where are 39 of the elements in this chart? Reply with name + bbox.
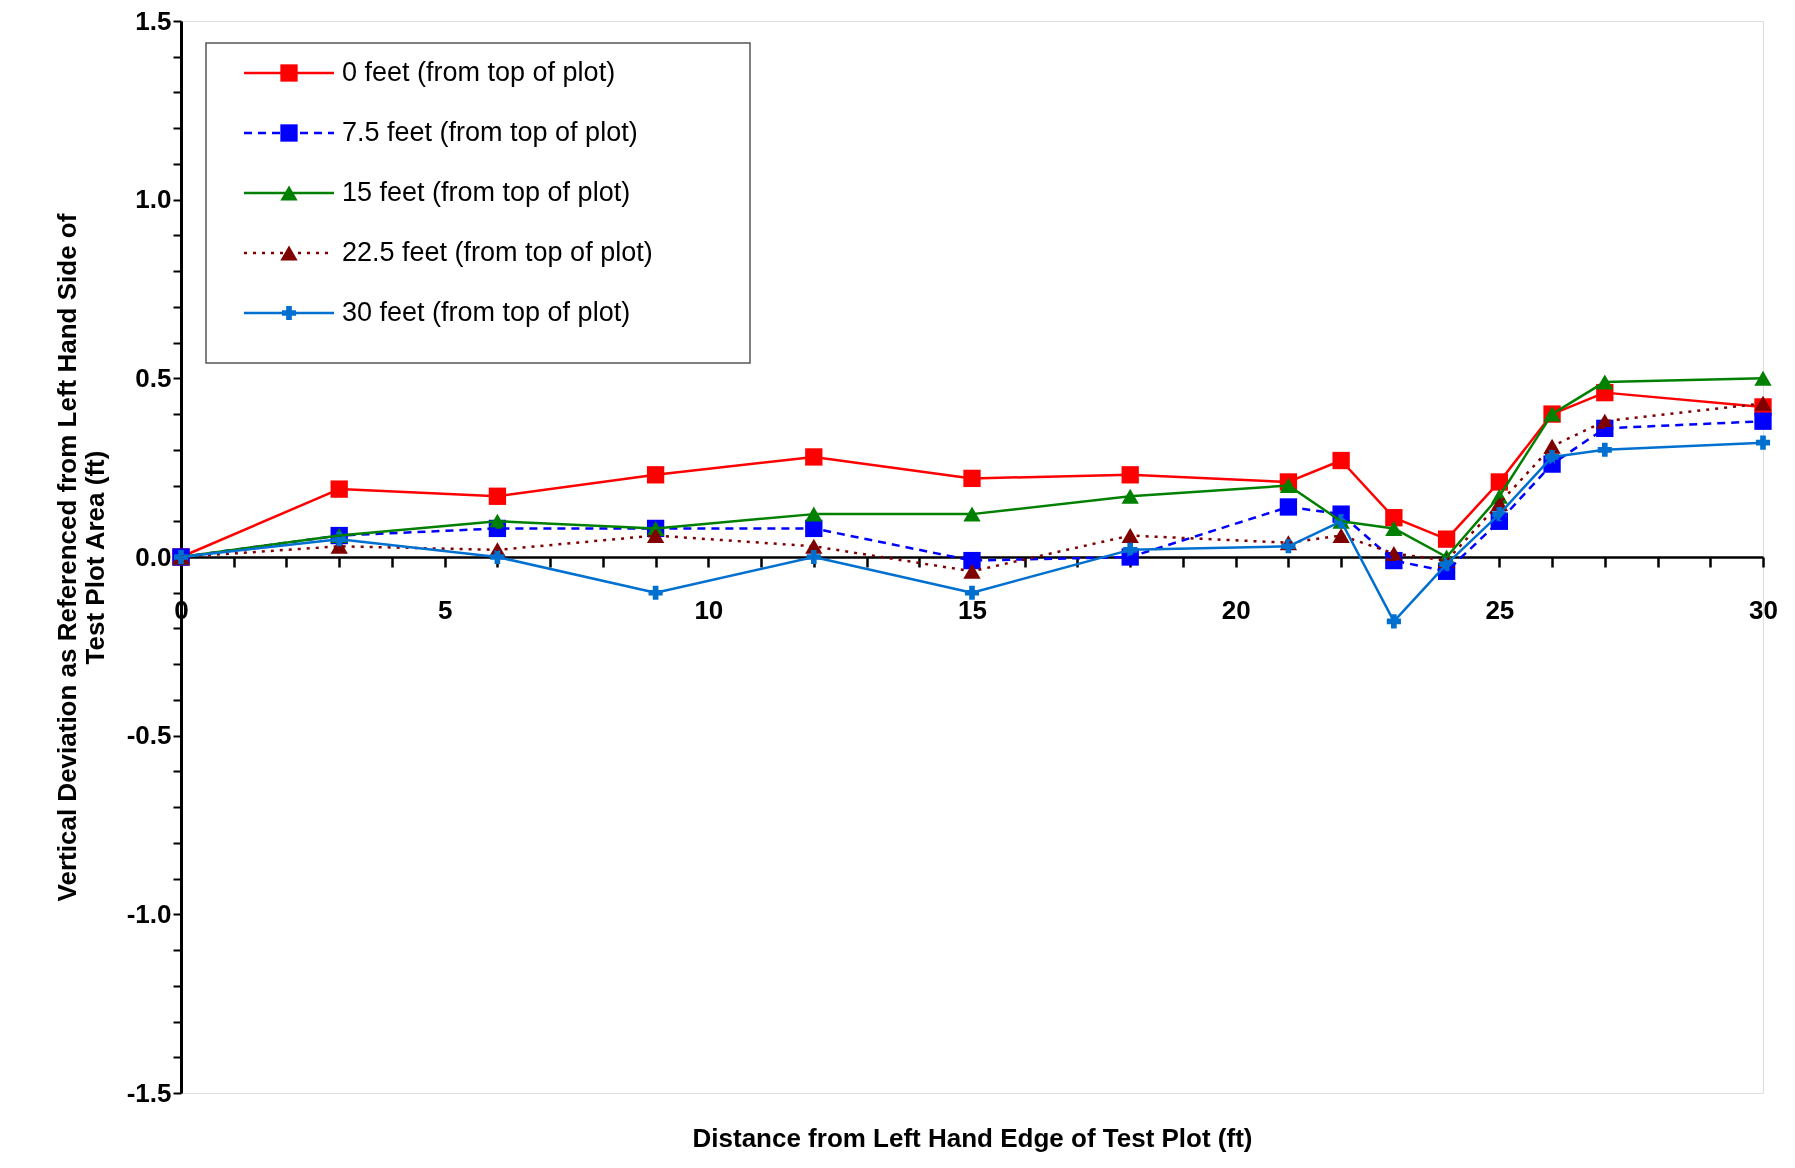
legend-label: 7.5 feet (from top of plot) — [342, 117, 638, 147]
point — [1490, 473, 1508, 491]
point — [1754, 370, 1772, 386]
x-tick-label: 30 — [1749, 594, 1778, 625]
point — [1332, 528, 1350, 544]
point — [963, 563, 981, 579]
legend-label: 22.5 feet (from top of plot) — [342, 237, 653, 267]
point — [488, 487, 507, 505]
y-tick-label: 1.0 — [135, 184, 172, 215]
point — [1437, 530, 1456, 548]
point — [1332, 451, 1350, 470]
legend-label: 15 feet (from top of plot) — [342, 177, 631, 207]
y-axis-title: Vertical Deviation as Referenced from Left Hand Side of Test Plot Area (ft) — [51, 213, 110, 902]
x-tick-label: 15 — [958, 594, 987, 625]
x-tick-label: 20 — [1221, 594, 1251, 625]
point — [1121, 466, 1139, 484]
point — [330, 480, 348, 498]
legend-label: 30 feet (from top of plot) — [342, 297, 631, 327]
point — [1121, 528, 1139, 544]
y-tick-label: 1.5 — [135, 5, 172, 36]
point — [646, 528, 665, 544]
x-axis-title: Distance from Left Hand Edge of Test Plot (ft) — [692, 1122, 1253, 1153]
x-tick-label: 10 — [694, 594, 724, 625]
y-tick-label: 0.0 — [135, 541, 172, 572]
point — [1754, 412, 1772, 430]
point — [1754, 395, 1772, 411]
point — [805, 448, 823, 466]
x-tick-label: 25 — [1485, 594, 1515, 625]
legend-label: 0 feet (from top of plot) — [342, 57, 616, 87]
point — [646, 466, 665, 484]
y-tick-label: -0.5 — [126, 720, 172, 751]
point — [1279, 498, 1298, 516]
point — [1385, 509, 1403, 527]
y-tick-label: 0.5 — [135, 362, 172, 393]
x-tick-label: 5 — [437, 594, 453, 625]
y-tick-label: -1.5 — [126, 1077, 172, 1108]
y-tick-label: -1.0 — [126, 898, 172, 929]
point — [963, 469, 981, 488]
point — [963, 506, 981, 522]
